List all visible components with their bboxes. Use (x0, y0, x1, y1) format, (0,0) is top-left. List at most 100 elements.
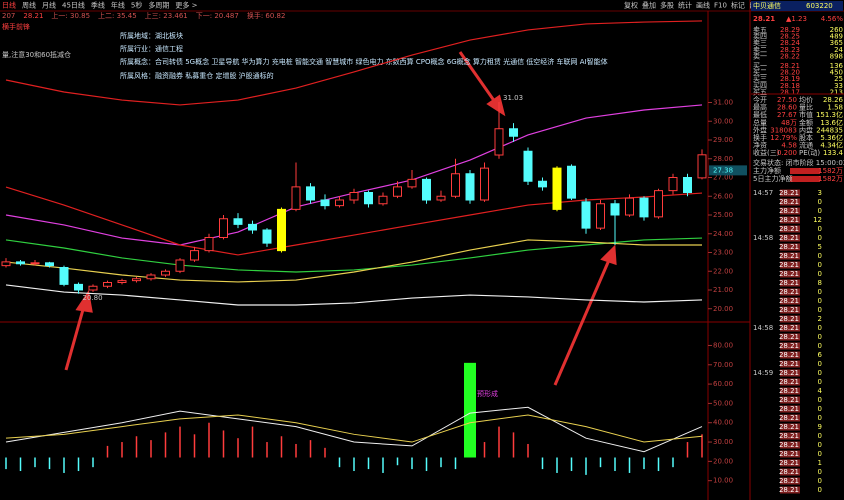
tick-price: 28.21 (779, 270, 799, 278)
toolbar-item[interactable]: 统计 (678, 1, 692, 10)
book-label: 卖五 (753, 26, 767, 34)
stock-info: 所属行业：通信工程 (120, 44, 183, 53)
book-volume: 489 (830, 33, 843, 41)
toolbar-item[interactable]: F10 (714, 2, 727, 10)
bar (237, 438, 239, 458)
info-item: 上三: 23.461 (145, 11, 188, 20)
y-tick-label: 29.00 (713, 136, 733, 144)
toolbar-item[interactable]: 周线 (22, 1, 36, 10)
bar (77, 457, 80, 472)
stat-label: 外盘 (753, 125, 767, 134)
tick-price: 28.21 (779, 468, 799, 476)
tick-price: 28.21 (779, 297, 799, 305)
annotation: 20.80 (83, 294, 103, 302)
candle-body (146, 274, 156, 280)
tick-price: 28.21 (779, 225, 799, 233)
tick-price: 28.21 (779, 189, 799, 197)
tick-price: 28.21 (779, 360, 799, 368)
candle-body (291, 186, 301, 210)
tick-price-bg (780, 378, 800, 386)
y-tick-label: 26.00 (713, 192, 733, 200)
y-tick-label: 60.00 (713, 380, 733, 388)
stat-value: 318083 (770, 126, 797, 134)
tick-price-bg (780, 369, 800, 377)
toolbar-item[interactable]: 叠加 (642, 1, 656, 10)
candle-body (393, 186, 402, 197)
stat-value: 27.67 (777, 111, 797, 119)
tick-price-bg (780, 333, 800, 341)
toolbar-item[interactable]: 年线 (111, 1, 125, 10)
y-tick-label: 21.00 (713, 286, 733, 294)
toolbar-item[interactable]: 季线 (91, 1, 105, 10)
book-label: 卖三 (753, 39, 767, 47)
toolbar-item[interactable]: 画线 (696, 1, 710, 10)
candle-body (378, 195, 388, 205)
candle-body (422, 178, 431, 201)
stat-value: 28.26 (823, 96, 844, 104)
bar (92, 457, 94, 468)
book-volume: 213 (830, 88, 843, 96)
tick-price-bg (780, 342, 800, 350)
stock-name: 中贝通信 (753, 1, 781, 10)
stat-label: 流通 (799, 141, 813, 150)
tick-price: 28.21 (779, 405, 799, 413)
tick-price: 28.21 (779, 396, 799, 404)
candle-body (567, 165, 576, 199)
tick-price: 28.21 (779, 198, 799, 206)
candle-body (639, 197, 649, 218)
book-volume: 450 (830, 69, 843, 77)
candle-body (219, 218, 228, 238)
toolbar-item[interactable]: 复权 (624, 1, 638, 10)
bar (5, 457, 7, 470)
book-volume: 33 (834, 82, 843, 90)
tick-price-bg (780, 387, 800, 395)
candle-body (581, 201, 591, 229)
candle-body (103, 282, 112, 287)
candle-body (161, 270, 170, 276)
tick-volume: 12 (813, 216, 822, 224)
book-price: 28.21 (780, 62, 800, 70)
y-tick-label: 30.00 (713, 438, 733, 446)
toolbar-item[interactable]: 多股 (660, 1, 674, 10)
tick-volume: 0 (818, 477, 822, 485)
book-label: 买一 (753, 62, 767, 70)
candle-body (364, 192, 373, 205)
toolbar-item[interactable]: 更多 > (175, 1, 197, 10)
bar (164, 432, 167, 458)
bar (570, 457, 573, 472)
stock-code: 603220 (806, 2, 833, 10)
tick-volume: 0 (818, 324, 822, 332)
tick-price-bg (780, 315, 800, 323)
tick-price: 28.21 (779, 387, 799, 395)
toolbar-item[interactable]: 月线 (42, 1, 56, 10)
toolbar-item[interactable]: 日线 (2, 1, 16, 10)
toolbar-item[interactable]: 45日线 (62, 1, 85, 10)
y-tick-label: 27.00 (713, 174, 733, 182)
tick-price-bg (780, 216, 800, 224)
tick-volume: 0 (818, 405, 822, 413)
line (5, 284, 703, 306)
stock-info: 所属地域：湖北板块 (120, 31, 183, 40)
candle-body (132, 278, 141, 282)
arrows (64, 51, 617, 386)
stat-label: 最高 (753, 103, 767, 112)
toolbar-item[interactable]: 多周期 (148, 1, 169, 10)
toolbar-item[interactable]: 5秒 (131, 1, 142, 10)
tick-volume: 0 (818, 198, 822, 206)
candle-body (190, 250, 199, 261)
book-price: 28.17 (780, 88, 800, 96)
toolbar-item[interactable]: 标记 (731, 1, 745, 10)
book-price: 28.22 (780, 52, 800, 60)
arrow (458, 51, 497, 103)
tick-price: 28.21 (779, 423, 799, 431)
y-tick-label: 23.00 (713, 249, 733, 257)
stat-label: 总量 (753, 118, 767, 127)
tick-time: 14:57 (753, 189, 773, 197)
bar (179, 426, 181, 458)
bar (19, 457, 22, 472)
candle-body (625, 197, 634, 216)
candle-body (175, 259, 185, 272)
tick-price-bg (780, 270, 800, 278)
book-volume: 25 (834, 75, 843, 83)
